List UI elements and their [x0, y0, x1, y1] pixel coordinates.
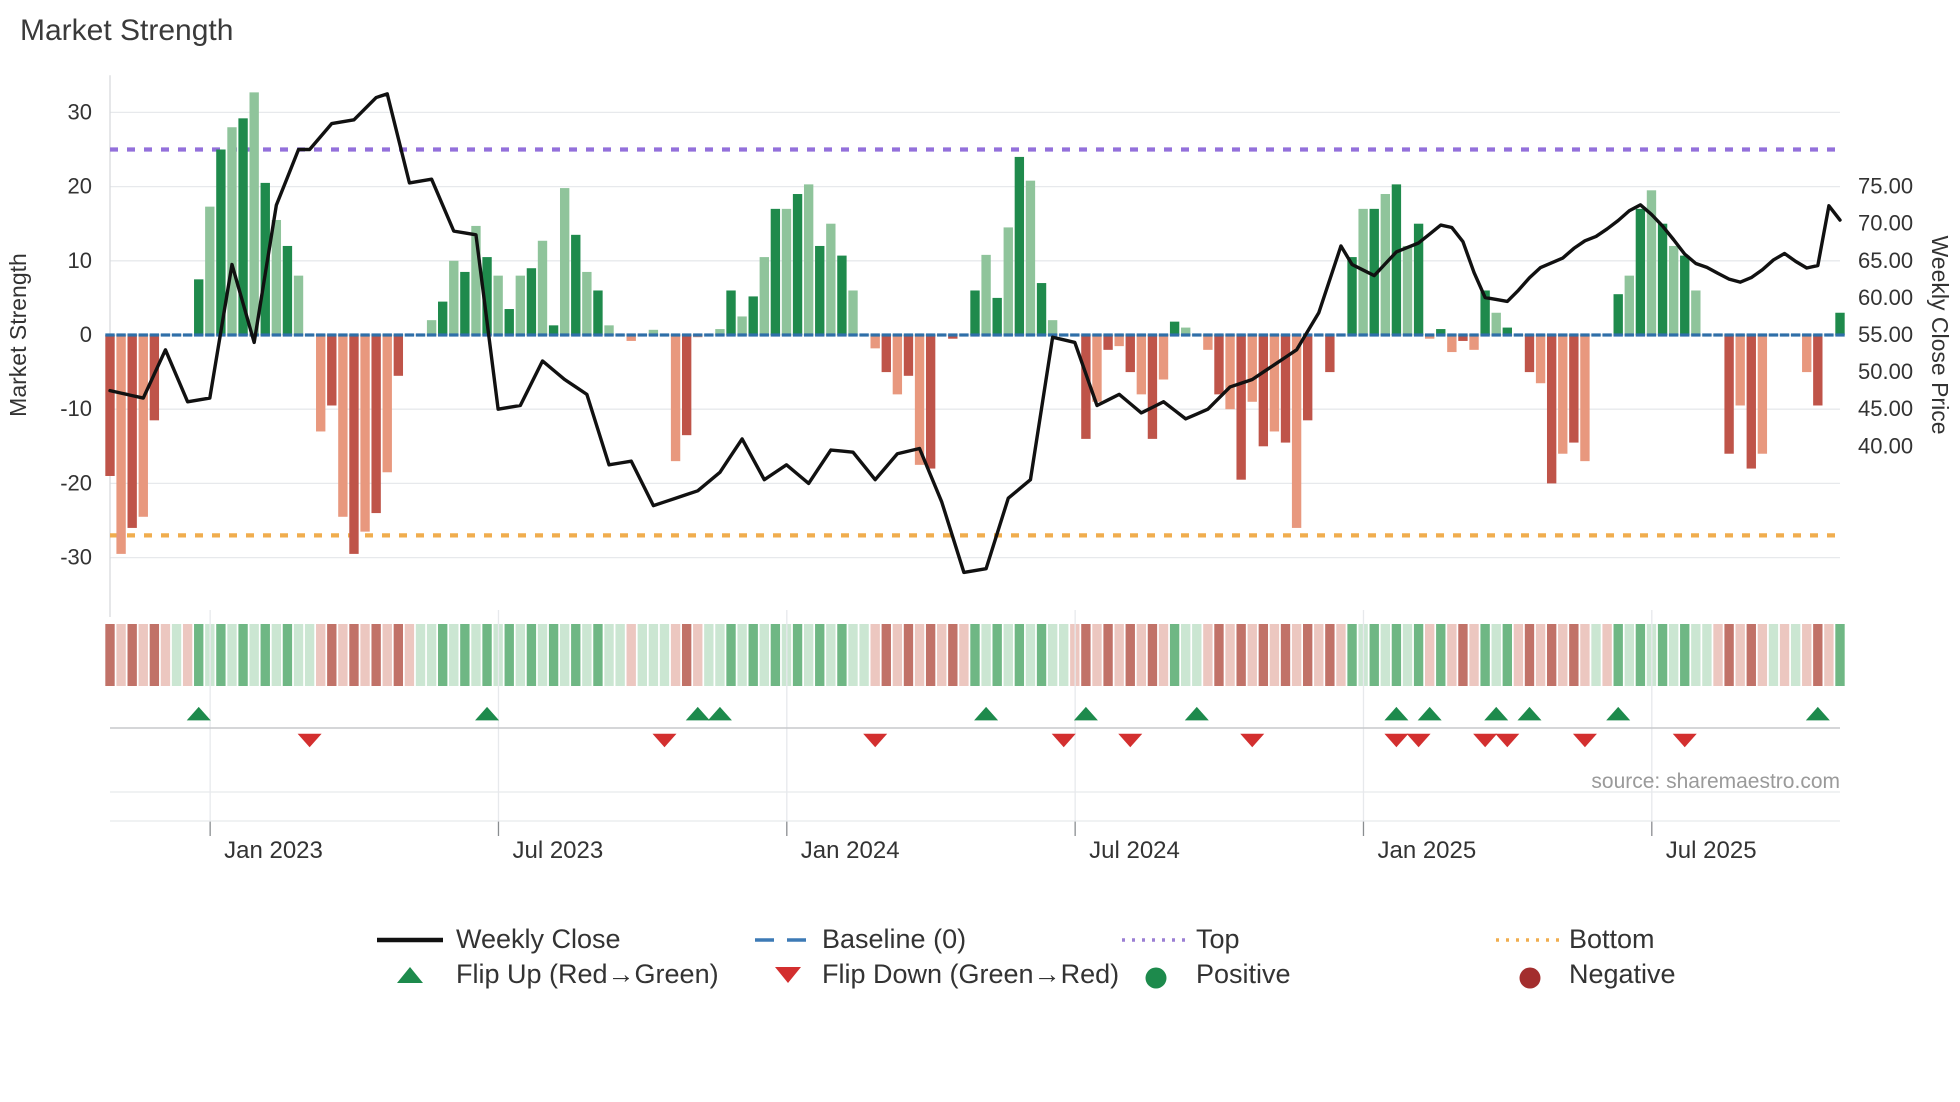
svg-text:Baseline (0): Baseline (0) — [822, 924, 966, 954]
svg-text:-30: -30 — [60, 545, 92, 570]
svg-text:Market Strength: Market Strength — [20, 14, 233, 47]
svg-text:Jul 2025: Jul 2025 — [1666, 837, 1757, 864]
svg-text:10: 10 — [68, 248, 92, 273]
svg-text:Jul 2024: Jul 2024 — [1089, 837, 1180, 864]
svg-text:20: 20 — [68, 174, 92, 199]
svg-text:30: 30 — [68, 99, 92, 124]
svg-text:Jan 2025: Jan 2025 — [1377, 837, 1476, 864]
svg-text:0: 0 — [80, 322, 92, 347]
svg-text:60.00: 60.00 — [1858, 285, 1913, 310]
svg-text:Jul 2023: Jul 2023 — [512, 837, 603, 864]
svg-text:Top: Top — [1196, 924, 1240, 954]
svg-text:50.00: 50.00 — [1858, 359, 1913, 384]
svg-text:source: sharemaestro.com: source: sharemaestro.com — [1591, 770, 1840, 793]
svg-text:45.00: 45.00 — [1858, 396, 1913, 421]
svg-text:Jan 2024: Jan 2024 — [801, 837, 900, 864]
svg-text:75.00: 75.00 — [1858, 174, 1913, 199]
svg-text:Flip Up (Red→Green): Flip Up (Red→Green) — [456, 959, 719, 989]
svg-text:Positive: Positive — [1196, 959, 1291, 989]
svg-text:Weekly Close Price: Weekly Close Price — [1927, 236, 1953, 435]
svg-text:Flip Down (Green→Red): Flip Down (Green→Red) — [822, 959, 1119, 989]
svg-text:Weekly Close: Weekly Close — [456, 924, 621, 954]
svg-text:55.00: 55.00 — [1858, 322, 1913, 347]
svg-text:65.00: 65.00 — [1858, 248, 1913, 273]
svg-text:Negative: Negative — [1569, 959, 1676, 989]
svg-text:70.00: 70.00 — [1858, 211, 1913, 236]
svg-text:-20: -20 — [60, 470, 92, 495]
svg-text:40.00: 40.00 — [1858, 433, 1913, 458]
svg-text:-10: -10 — [60, 396, 92, 421]
svg-text:Bottom: Bottom — [1569, 924, 1655, 954]
svg-text:Jan 2023: Jan 2023 — [224, 837, 323, 864]
svg-text:Market Strength: Market Strength — [5, 253, 31, 417]
